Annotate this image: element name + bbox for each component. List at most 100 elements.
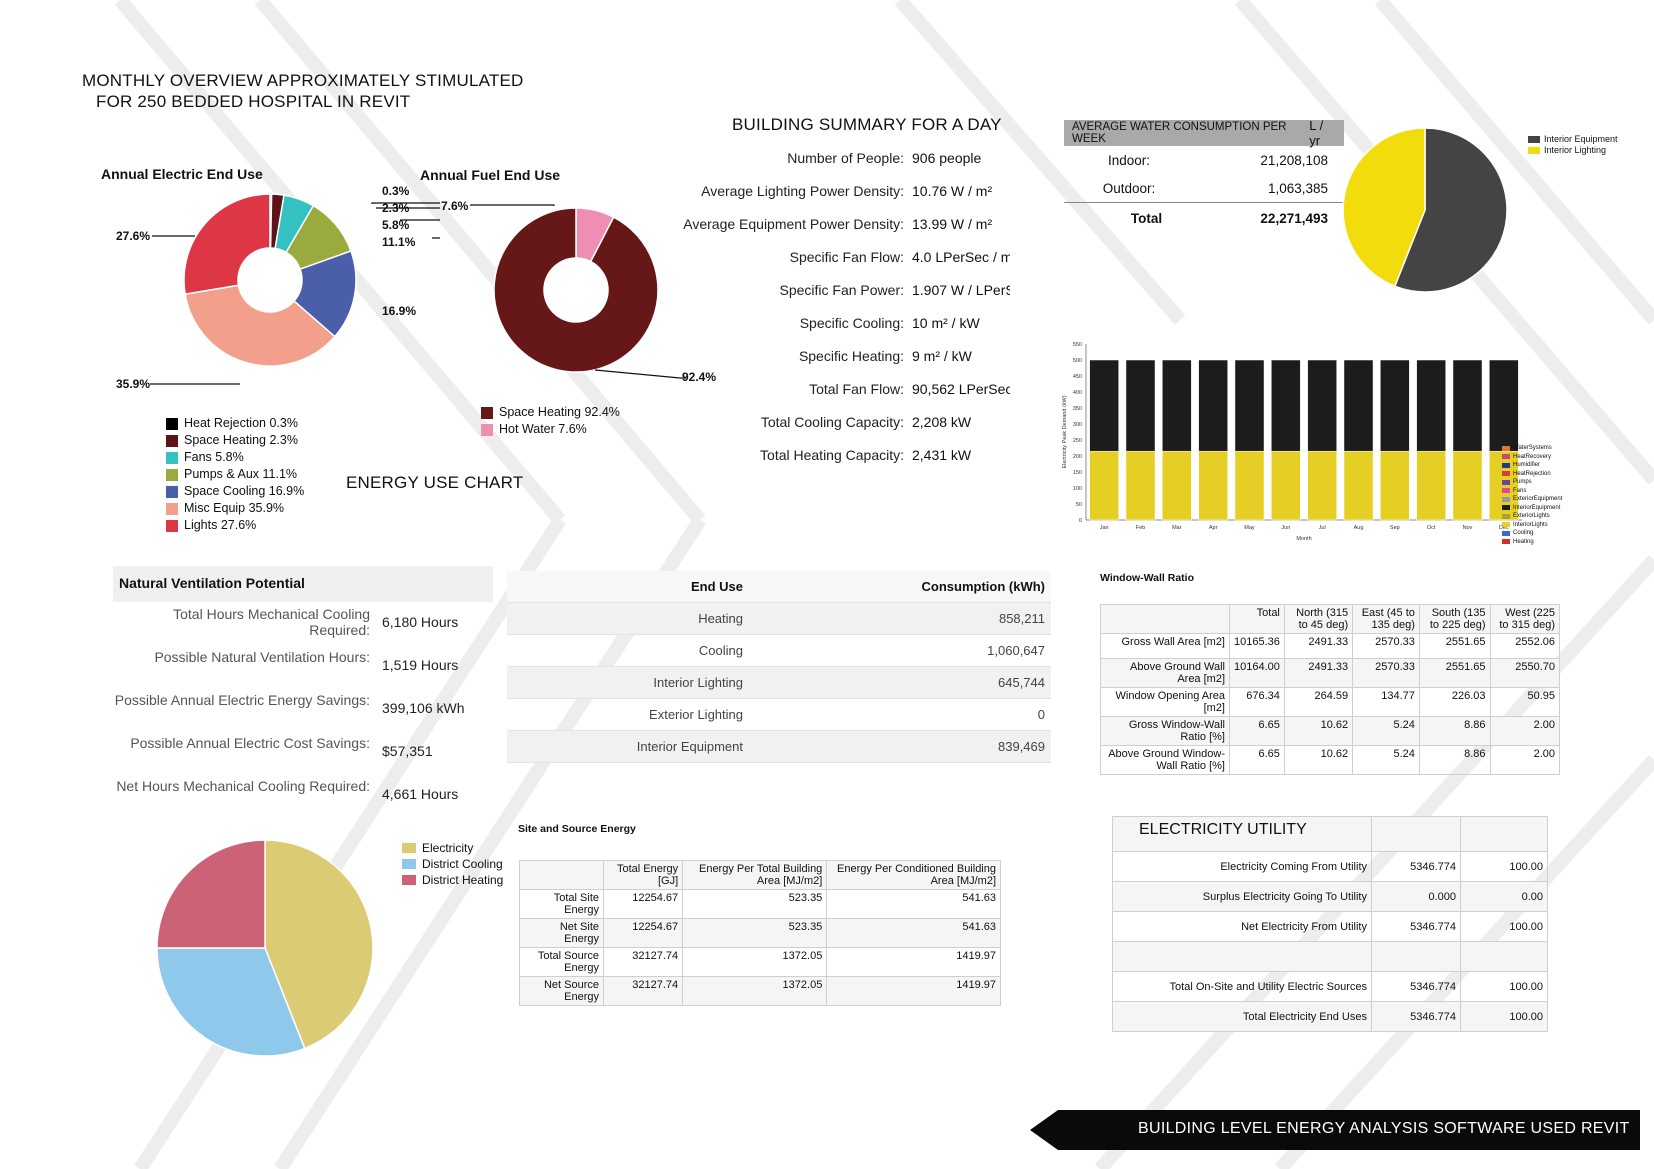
electric-slice (184, 284, 336, 367)
fuel-label-space-heating-pct: 92.4% (682, 370, 717, 384)
table-header-cell (1371, 816, 1461, 852)
electric-label-misc-equip-pct: 35.9% (116, 377, 151, 391)
electric-chart-title: Annual Electric End Use (101, 166, 263, 182)
table-row: Net Electricity From Utility 5346.774 100.… (1112, 911, 1548, 942)
table-cell: 541.63 (826, 889, 1001, 919)
legend-swatch (1528, 136, 1540, 143)
table-row: Above Ground Window-Wall Ratio [%] 6.65 10… (1100, 745, 1561, 775)
electric-legend: Heat Rejection 0.3% Space Heating 2.3% F… (166, 415, 304, 534)
table-cell: 1,060,647 (749, 634, 1051, 667)
table-cell: Surplus Electricity Going To Utility (1112, 881, 1372, 912)
table-cell: 2551.65 (1418, 658, 1491, 688)
y-tick-label: 100 (1073, 486, 1082, 492)
bar-interior-equipment (1198, 359, 1228, 452)
natural-ventilation-label: Possible Annual Electric Cost Savings: (130, 735, 370, 751)
bar-interior-lighting (1089, 450, 1119, 521)
table-cell: 6.65 (1229, 716, 1285, 746)
legend-label: Fans 5.8% (184, 450, 244, 464)
fuel-end-use-donut (470, 204, 686, 379)
table-cell: Gross Window-Wall Ratio [%] (1100, 716, 1230, 746)
legend-item: Interior Lighting (1528, 145, 1618, 156)
bar-interior-equipment (1416, 359, 1446, 452)
bar-interior-lighting (1307, 450, 1337, 521)
table-header-cell: Energy Per Conditioned Building Area [MJ… (826, 860, 1001, 890)
legend-swatch (402, 859, 416, 869)
legend-swatch (166, 417, 178, 430)
table-cell: 50.95 (1489, 687, 1561, 717)
summary-value: 2,208 kW (912, 414, 972, 430)
table-row: Electricity Coming From Utility 5346.774 1… (1112, 851, 1548, 882)
table-cell: 5346.774 (1371, 971, 1461, 1002)
summary-value: 13.99 W / m² (912, 216, 993, 232)
table-cell: 100.00 (1460, 851, 1548, 882)
table-cell (1460, 941, 1548, 972)
natural-ventilation-row: Possible Annual Electric Energy Savings:… (110, 692, 465, 735)
water-row-total: Total 22,271,493 (1064, 203, 1344, 233)
water-consumption-panel: AVERAGE WATER CONSUMPTION PER WEEK L / y… (1064, 118, 1344, 233)
legend-item: ExteriorEquipment (1502, 495, 1562, 504)
table-cell: Net Site Energy (519, 918, 604, 948)
legend-label: Hot Water 7.6% (499, 422, 587, 436)
legend-item: HeatRecovery (1502, 453, 1562, 462)
bar-interior-lighting (1234, 450, 1265, 521)
water-header-label: AVERAGE WATER CONSUMPTION PER WEEK (1072, 121, 1287, 145)
peak-demand-bar-chart: 0 50 100 150 200 250 300 350 400 450 500 550 Electri… (1062, 342, 1522, 542)
natural-ventilation-row: Net Hours Mechanical Cooling Required: 4,… (110, 778, 465, 821)
legend-swatch (166, 485, 178, 498)
legend-label: Pumps & Aux 11.1% (184, 467, 298, 481)
table-cell: 2491.33 (1283, 633, 1354, 659)
table-cell: Above Ground Window-Wall Ratio [%] (1100, 745, 1230, 775)
summary-value: 4.0 LPerSec / m (912, 249, 1010, 265)
bar-interior-equipment (1271, 359, 1301, 452)
table-row: Interior Equipment 839,469 (507, 730, 1051, 763)
table-cell: 0 (749, 698, 1051, 731)
table-row: Gross Wall Area [m2] 10165.36 2491.33 2570.… (1100, 633, 1561, 659)
bar-interior-equipment (1380, 359, 1410, 452)
legend-swatch (166, 502, 178, 515)
legend-swatch (1502, 445, 1510, 451)
table-cell: 8.86 (1418, 716, 1491, 746)
table-header-cell (519, 860, 604, 890)
bar-interior-lighting (1380, 450, 1410, 521)
bar-interior-lighting (1198, 450, 1228, 521)
table-cell: 5346.774 (1371, 911, 1461, 942)
x-tick-label: Oct (1427, 525, 1436, 531)
table-cell: Total Site Energy (519, 889, 604, 919)
table-cell: 523.35 (682, 889, 828, 919)
legend-swatch (1502, 471, 1510, 477)
fuel-slice (493, 207, 659, 373)
table-cell: 1419.97 (826, 976, 1001, 1006)
table-cell: Total Source Energy (519, 947, 604, 977)
table-header-cell: Consumption (kWh) (749, 571, 1051, 603)
table-cell: 5.24 (1352, 716, 1420, 746)
summary-row: Number of People: 906 people (654, 150, 1010, 183)
table-cell: Interior Equipment (507, 730, 749, 763)
table-cell: Heating (507, 602, 749, 635)
bar-interior-equipment (1307, 359, 1337, 452)
table-cell: 10165.36 (1229, 633, 1285, 659)
equipment-lighting-pie (1342, 127, 1508, 293)
summary-label: Total Fan Flow: (809, 381, 904, 397)
electric-label-space-heating-pct: 2.3% (382, 201, 410, 215)
natural-ventilation-value: $57,351 (382, 743, 433, 759)
table-row: Total Energy [GJ] Energy Per Total Buildi… (519, 860, 1001, 890)
table-row: Surplus Electricity Going To Utility 0.00… (1112, 881, 1548, 912)
bar-interior-lighting (1452, 450, 1483, 521)
table-cell: Total On-Site and Utility Electric Sourc… (1112, 971, 1372, 1002)
table-cell: Cooling (507, 634, 749, 667)
energy-source-legend: Electricity District Cooling District He… (402, 840, 503, 888)
legend-swatch (402, 843, 416, 853)
y-tick-label: 450 (1073, 374, 1082, 380)
table-cell: 523.35 (682, 918, 828, 948)
legend-item: Fans 5.8% (166, 449, 304, 466)
summary-value: 10 m² / kW (912, 315, 980, 331)
table-row: Gross Window-Wall Ratio [%] 6.65 10.62 5.24… (1100, 716, 1561, 746)
electric-label-fans-pct: 5.8% (382, 218, 410, 232)
y-axis-label: Electricity Peak Demand (kW) (1062, 395, 1068, 468)
summary-row: Specific Heating: 9 m² / kW (654, 348, 1010, 381)
legend-label: ExteriorLights (1513, 513, 1550, 519)
summary-label: Total Cooling Capacity: (760, 414, 904, 430)
table-row: Window Opening Area [m2] 676.34 264.59 134.… (1100, 687, 1561, 717)
page-title: MONTHLY OVERVIEW APPROXIMATELY STIMULATE… (82, 70, 523, 112)
table-cell: 100.00 (1460, 971, 1548, 1002)
